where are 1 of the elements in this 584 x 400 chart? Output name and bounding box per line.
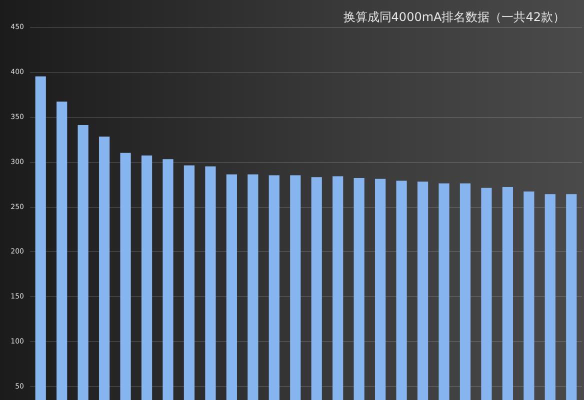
chart-title: 换算成同4000mA排名数据（一共42款） (343, 10, 566, 24)
